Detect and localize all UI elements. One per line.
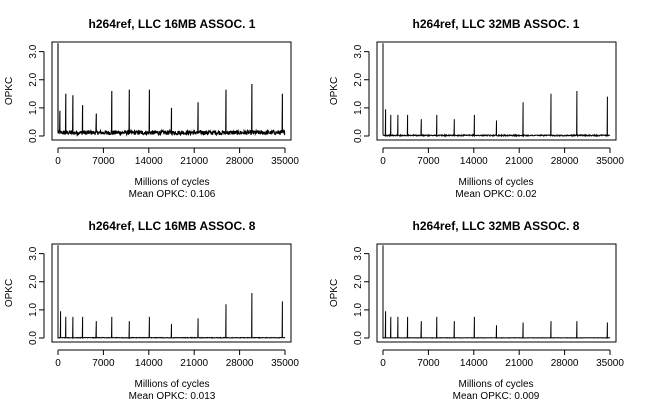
x-tick-label: 21000 (505, 156, 533, 167)
y-axis-label: OPKC (4, 77, 15, 105)
y-tick-label: 0.0 (28, 129, 39, 143)
x-tick-label: 0 (380, 156, 386, 167)
panel-llc32-assoc8: h264ref, LLC 32MB ASSOC. 8 0 7000 14000 2100… (329, 219, 624, 400)
y-tick-label: 1.0 (28, 100, 39, 114)
y-axis-label: OPKC (329, 279, 340, 307)
x-tick-label: 35000 (596, 156, 624, 167)
y-tick-label: 2.0 (353, 274, 364, 288)
y-axis-label: OPKC (329, 77, 340, 105)
y-tick-label: 2.0 (28, 274, 39, 288)
x-tick-label: 0 (55, 156, 61, 167)
y-axis-label: OPKC (4, 279, 15, 307)
x-tick-label: 7000 (92, 156, 115, 167)
plot-frame (376, 243, 617, 343)
x-tick-label: 28000 (551, 156, 579, 167)
mean-annotation: Mean OPKC: 0.02 (455, 189, 537, 200)
y-tick-label: 3.0 (28, 246, 39, 260)
x-tick-label: 35000 (271, 156, 299, 167)
series-line (57, 245, 286, 340)
panel-title: h264ref, LLC 16MB ASSOC. 8 (89, 219, 256, 233)
x-tick-label: 21000 (180, 358, 208, 369)
mean-annotation: Mean OPKC: 0.013 (129, 391, 216, 400)
series-line (382, 245, 611, 339)
x-tick-label: 21000 (180, 156, 208, 167)
series-line (57, 43, 286, 137)
x-tick-label: 35000 (596, 358, 624, 369)
x-axis-label: Millions of cycles (134, 177, 209, 188)
y-tick-label: 1.0 (353, 302, 364, 316)
mean-annotation: Mean OPKC: 0.106 (129, 189, 216, 200)
x-tick-label: 28000 (551, 358, 579, 369)
y-tick-label: 0.0 (353, 129, 364, 143)
x-tick-label: 21000 (505, 358, 533, 369)
y-tick-label: 0.0 (28, 331, 39, 345)
x-tick-label: 35000 (271, 358, 299, 369)
x-axis-label: Millions of cycles (134, 379, 209, 390)
panel-title: h264ref, LLC 32MB ASSOC. 8 (413, 219, 580, 233)
plot-frame (376, 41, 617, 141)
x-tick-label: 0 (380, 358, 386, 369)
y-tick-label: 3.0 (353, 44, 364, 58)
y-tick-label: 3.0 (28, 44, 39, 58)
x-tick-label: 7000 (417, 358, 440, 369)
plot-frame (51, 41, 292, 141)
panel-title: h264ref, LLC 32MB ASSOC. 1 (413, 17, 580, 31)
y-tick-label: 3.0 (353, 246, 364, 260)
x-tick-label: 28000 (226, 358, 254, 369)
plot-frame (51, 243, 292, 343)
x-tick-label: 0 (55, 358, 61, 369)
panel-llc32-assoc1: h264ref, LLC 32MB ASSOC. 1 0 7000 14000 2100… (329, 17, 624, 200)
mean-annotation: Mean OPKC: 0.009 (453, 391, 540, 400)
x-tick-label: 14000 (460, 156, 488, 167)
y-tick-label: 2.0 (28, 72, 39, 86)
y-tick-label: 2.0 (353, 72, 364, 86)
x-axis-label: Millions of cycles (458, 177, 533, 188)
y-tick-label: 0.0 (353, 331, 364, 345)
x-tick-label: 7000 (92, 358, 115, 369)
x-tick-label: 14000 (460, 358, 488, 369)
x-axis-label: Millions of cycles (458, 379, 533, 390)
y-tick-label: 1.0 (28, 302, 39, 316)
y-tick-label: 1.0 (353, 100, 364, 114)
x-tick-label: 14000 (135, 358, 163, 369)
series-line (382, 43, 611, 138)
panel-llc16-assoc8: h264ref, LLC 16MB ASSOC. 8 0 7000 14000 2100… (4, 219, 299, 400)
x-tick-label: 7000 (417, 156, 440, 167)
panel-title: h264ref, LLC 16MB ASSOC. 1 (89, 17, 256, 31)
x-tick-label: 28000 (226, 156, 254, 167)
x-tick-label: 14000 (135, 156, 163, 167)
panel-llc16-assoc1: h264ref, LLC 16MB ASSOC. 1 0 7000 14000 2100… (4, 17, 299, 200)
